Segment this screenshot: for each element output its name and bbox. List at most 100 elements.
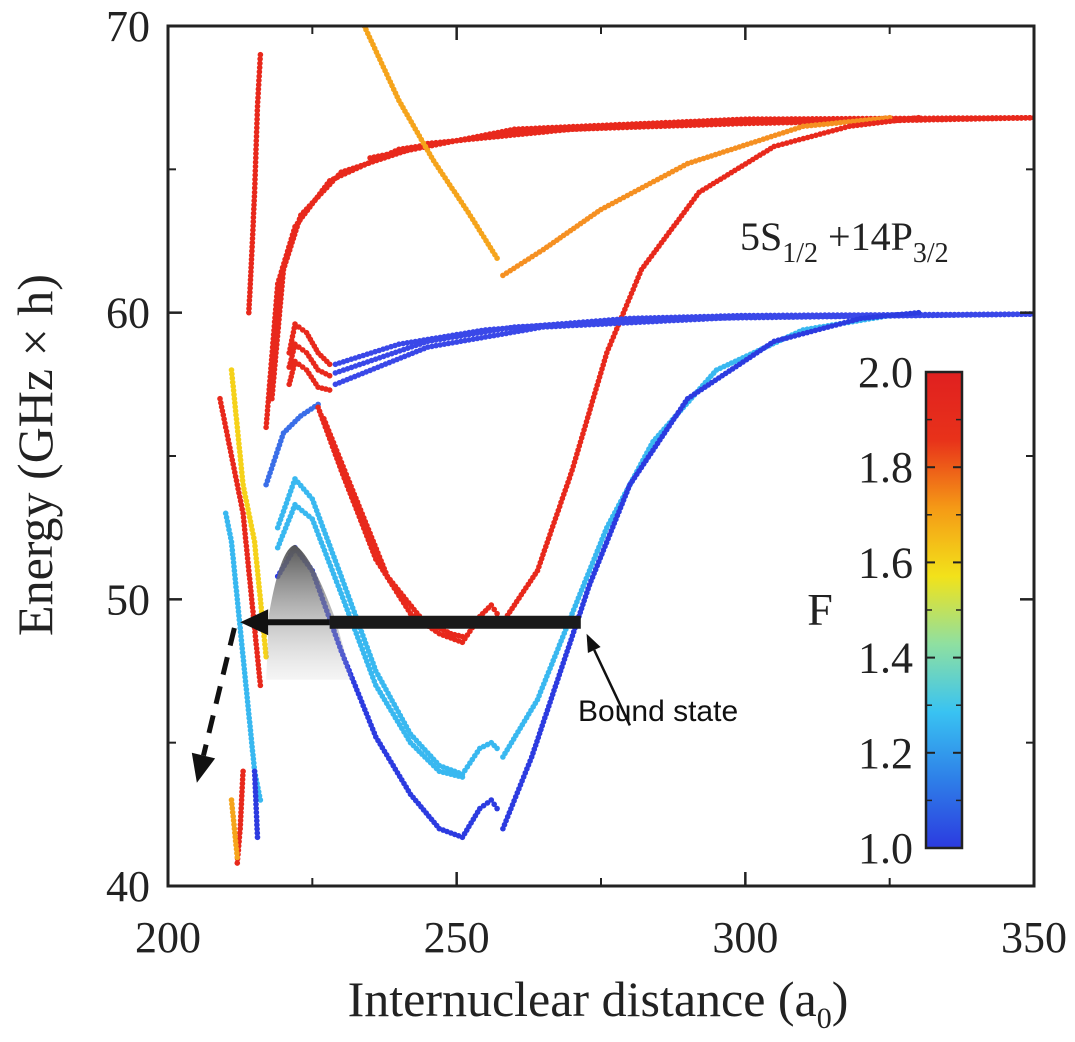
data-point xyxy=(296,324,302,330)
data-point xyxy=(532,125,539,132)
data-point xyxy=(247,289,253,296)
data-point xyxy=(243,543,250,549)
data-point xyxy=(240,510,246,517)
data-point xyxy=(256,674,263,680)
data-point xyxy=(796,136,802,143)
data-point xyxy=(233,584,239,590)
data-point xyxy=(249,744,255,750)
data-point xyxy=(964,312,970,318)
data-point xyxy=(253,555,259,562)
data-point xyxy=(968,115,974,121)
data-point xyxy=(253,142,259,148)
data-point xyxy=(1027,115,1033,121)
data-point xyxy=(825,129,832,135)
data-point xyxy=(252,776,258,783)
data-point xyxy=(245,563,252,570)
data-point xyxy=(230,387,237,394)
data-point xyxy=(252,159,259,165)
data-point xyxy=(771,143,777,150)
data-point xyxy=(242,674,248,680)
data-point xyxy=(232,830,238,836)
data-point xyxy=(603,321,610,327)
series-4 xyxy=(500,114,893,279)
data-point xyxy=(1006,311,1012,318)
data-point xyxy=(713,121,719,128)
data-point xyxy=(721,315,728,321)
data-point xyxy=(734,116,740,123)
y-tick-label: 50 xyxy=(106,575,150,624)
data-point xyxy=(237,449,243,455)
data-point xyxy=(808,133,815,140)
data-point xyxy=(252,629,258,635)
data-point xyxy=(253,559,260,566)
data-point xyxy=(1001,311,1008,318)
data-point xyxy=(620,121,627,128)
data-point xyxy=(239,469,245,476)
data-point xyxy=(242,535,249,541)
data-point xyxy=(234,860,241,866)
data-point xyxy=(248,739,255,746)
data-point xyxy=(276,308,283,315)
data-point xyxy=(746,120,753,127)
data-point xyxy=(234,854,241,861)
annotations-layer xyxy=(191,544,631,783)
data-point xyxy=(654,318,660,325)
data-point xyxy=(253,125,260,131)
data-point xyxy=(578,123,585,130)
data-point xyxy=(238,637,245,644)
data-point xyxy=(650,120,656,126)
data-point xyxy=(236,440,242,447)
data-point xyxy=(591,321,597,328)
data-point xyxy=(477,805,483,812)
data-point xyxy=(800,135,807,142)
data-point xyxy=(229,379,236,386)
data-point xyxy=(519,327,526,334)
bound-pointer-shaft xyxy=(593,649,631,727)
data-point xyxy=(767,120,774,126)
data-point xyxy=(767,313,774,320)
data-point xyxy=(783,140,790,146)
data-point xyxy=(254,103,261,110)
data-point xyxy=(252,172,258,178)
data-point xyxy=(796,116,803,122)
data-point xyxy=(891,312,897,318)
data-point xyxy=(232,404,238,410)
data-point xyxy=(759,120,765,126)
bound-pointer-head xyxy=(586,633,601,653)
data-point xyxy=(858,117,864,124)
data-point xyxy=(494,610,500,617)
tunneling-shade xyxy=(266,544,353,680)
data-point xyxy=(939,312,945,318)
data-point xyxy=(494,745,500,752)
data-point xyxy=(708,121,715,128)
data-point xyxy=(246,297,253,304)
data-point xyxy=(821,130,827,136)
data-point xyxy=(257,56,263,62)
data-point xyxy=(236,834,243,841)
data-point xyxy=(935,312,941,318)
data-point xyxy=(549,124,555,131)
data-point xyxy=(228,539,235,545)
data-point xyxy=(607,320,614,327)
data-point xyxy=(763,116,770,122)
data-point xyxy=(237,830,243,836)
data-point xyxy=(231,563,237,570)
data-point xyxy=(574,123,581,130)
data-point xyxy=(692,118,698,125)
data-point xyxy=(244,694,250,701)
data-point xyxy=(233,416,240,422)
data-point xyxy=(253,813,260,820)
data-point xyxy=(964,115,970,121)
data-point xyxy=(729,116,736,123)
data-point xyxy=(251,206,257,212)
data-point xyxy=(993,115,1000,121)
data-point xyxy=(788,116,795,122)
decay-arrow-shaft xyxy=(201,627,237,757)
data-point xyxy=(989,115,995,121)
data-point xyxy=(717,117,723,124)
data-point xyxy=(248,735,255,742)
data-point xyxy=(515,126,522,132)
data-point xyxy=(256,77,262,84)
data-point xyxy=(299,364,306,370)
data-point xyxy=(263,420,270,426)
